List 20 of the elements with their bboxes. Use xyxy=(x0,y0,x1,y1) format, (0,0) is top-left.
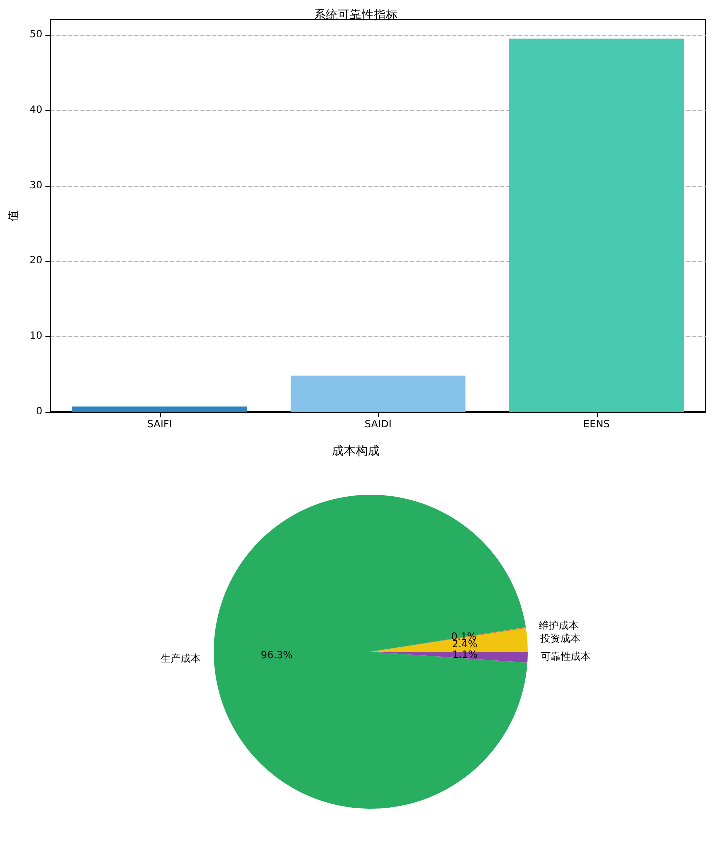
y-tick-label: 20 xyxy=(30,256,43,267)
slice-label: 生产成本 xyxy=(161,652,202,665)
chart-title: 成本构成 xyxy=(332,444,380,458)
y-tick-label: 50 xyxy=(30,30,43,41)
y-axis-title: 值 xyxy=(7,210,20,222)
x-tick-label: EENS xyxy=(584,420,610,430)
data-label: 96.3% xyxy=(261,650,293,662)
bar xyxy=(509,38,684,412)
y-tick-label: 40 xyxy=(30,104,43,116)
y-tick-label: 30 xyxy=(30,180,43,192)
bar xyxy=(72,406,248,412)
slice-label: 投资成本 xyxy=(540,633,581,646)
slice-label: 维护成本 xyxy=(539,620,580,632)
x-tick-label: SAIDI xyxy=(364,420,392,430)
slice-label: 可靠性成本 xyxy=(540,651,591,664)
bar xyxy=(290,376,466,412)
y-tick-label: 0 xyxy=(36,406,43,418)
y-tick-label: 10 xyxy=(30,331,43,342)
x-tick-label: SAIFI xyxy=(147,420,172,430)
data-label: 1.1% xyxy=(452,650,478,661)
